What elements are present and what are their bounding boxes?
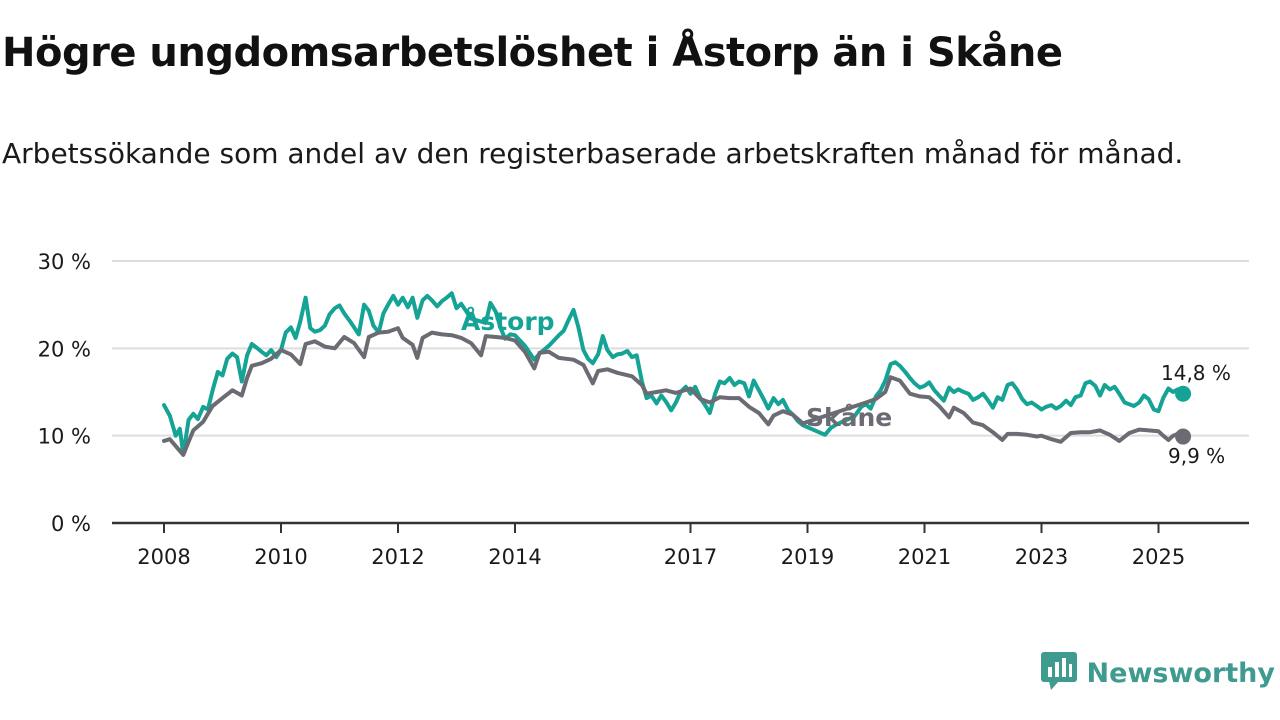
annotations: Åstorp Skåne 14,8 % 9,9 % [461,307,1231,468]
chart-title: Högre ungdomsarbetslöshet i Åstorp än i … [2,30,1063,76]
series-label-astorp: Åstorp [461,307,555,336]
x-tick-label: 2019 [781,545,834,569]
x-tick-label: 2017 [664,545,717,569]
end-label-skane: 9,9 % [1168,444,1225,468]
brand-logo: Newsworthy [1040,652,1275,694]
x-tick-label: 2010 [254,545,307,569]
y-tick-label: 0 % [51,512,91,536]
y-tick-label: 10 % [38,425,91,449]
newsworthy-logo-icon [1040,652,1077,694]
axes: 0 % 10 % 20 % 30 % 2008 2010 2012 2014 2017 2019 2… [38,250,1249,569]
grid-lines [112,260,1249,437]
end-point-astorp [1175,385,1192,402]
x-tick-label: 2012 [371,545,424,569]
x-tick-label: 2025 [1132,545,1185,569]
series-label-skane: Skåne [806,403,892,432]
y-tick-label: 20 % [38,337,91,361]
end-point-skane [1175,428,1192,445]
series-line-astorp [162,291,1186,456]
x-tick-label: 2021 [898,545,951,569]
x-tick-label: 2008 [137,545,190,569]
chart-subtitle: Arbetssökande som andel av den registerb… [2,137,1184,170]
y-tick-label: 30 % [38,250,91,274]
series-lines [162,291,1192,457]
end-label-astorp: 14,8 % [1161,361,1231,385]
brand-name: Newsworthy [1086,657,1275,689]
x-tick-label: 2014 [488,545,541,569]
series-line-skane [162,326,1186,457]
x-tick-label: 2023 [1015,545,1068,569]
